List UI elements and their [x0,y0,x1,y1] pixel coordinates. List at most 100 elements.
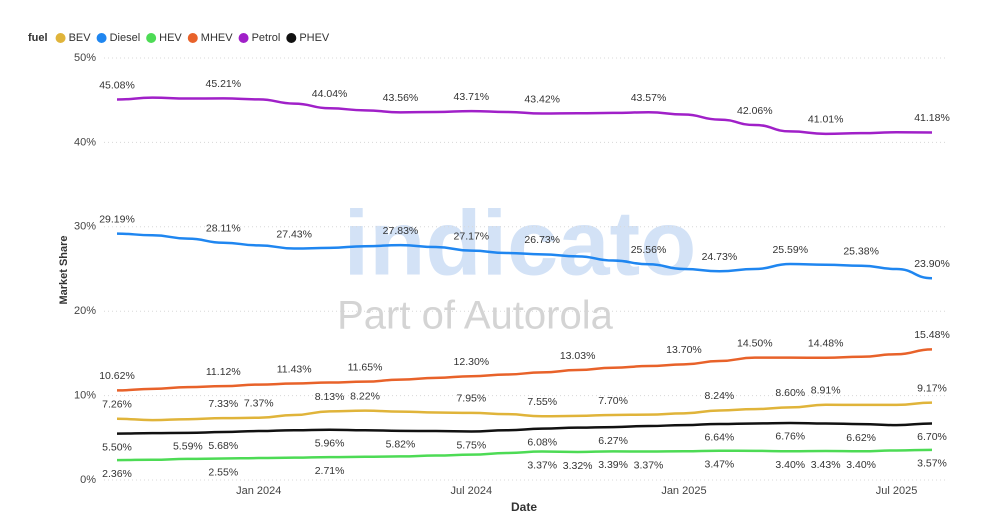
data-label: 3.37% [527,459,557,471]
data-label: 42.06% [737,105,773,117]
data-label: 3.32% [563,460,593,472]
data-label: 27.43% [276,228,312,240]
data-label: 43.57% [631,92,667,104]
data-label: 14.48% [808,338,844,350]
data-label: 25.56% [631,244,667,256]
watermark-logo: indicato [344,192,697,294]
data-label: 6.70% [917,431,947,443]
data-label: 7.95% [456,393,486,405]
x-tick-label: Jan 2025 [661,485,706,497]
y-tick-label: 20% [74,305,96,317]
legend-swatch [146,33,157,43]
data-label: 6.64% [705,432,735,444]
data-label: 3.40% [846,459,876,471]
data-label: 3.37% [634,459,664,471]
legend-label: MHEV [201,32,233,44]
series-line [116,448,933,462]
data-label: 5.96% [315,437,345,449]
series-line [116,421,933,435]
data-label: 5.82% [386,439,416,451]
data-label: 6.76% [775,431,805,443]
data-label: 14.50% [737,337,773,349]
data-label: 7.33% [208,398,238,410]
watermark-subtitle: Part of Autorola [337,294,613,338]
data-label: 11.65% [348,361,383,373]
data-label: 15.48% [914,329,950,341]
data-label: 43.71% [454,91,490,103]
data-label: 8.60% [775,387,805,399]
data-label: 2.55% [208,466,238,478]
data-label: 27.83% [383,225,419,237]
data-label: 3.40% [775,459,805,471]
series-line [116,232,933,280]
y-tick-label: 30% [74,221,96,233]
legend-swatch [286,33,297,43]
data-label: 41.18% [914,112,950,124]
legend-label: Diesel [110,32,141,44]
data-label: 8.22% [350,390,380,402]
data-label: 10.62% [99,370,135,382]
data-label: 25.59% [772,244,808,256]
y-tick-label: 10% [74,390,96,402]
data-label: 43.42% [524,93,560,105]
data-label: 29.19% [99,213,135,225]
data-label: 13.03% [560,350,596,362]
y-axis-label: Market Share [58,235,70,304]
data-label: 28.11% [206,223,241,235]
data-label: 7.55% [527,396,557,408]
data-label: 3.57% [917,458,947,470]
series-line [116,401,933,422]
data-label: 5.75% [456,439,486,451]
data-label: 11.43% [277,363,312,375]
data-label: 12.30% [454,356,490,368]
data-label: 26.73% [524,234,560,246]
data-label: 5.59% [173,441,203,453]
legend-label: Petrol [252,32,281,44]
data-label: 24.73% [702,251,738,263]
x-tick-label: Jul 2025 [876,485,918,497]
data-label: 45.21% [205,78,241,90]
data-label: 23.90% [914,258,950,270]
data-label: 41.01% [808,114,844,126]
y-tick-label: 0% [80,474,96,486]
data-label: 3.47% [705,458,735,470]
data-label: 7.70% [598,395,628,407]
data-label: 6.08% [527,436,557,448]
data-label: 43.56% [383,92,419,104]
legend-label: HEV [159,32,182,44]
data-label: 13.70% [666,344,702,356]
data-label: 11.12% [206,366,241,378]
x-tick-label: Jan 2024 [236,485,281,497]
data-label: 45.08% [99,79,135,91]
data-label: 6.27% [598,435,628,447]
legend-label: PHEV [299,32,330,44]
data-label: 25.38% [843,246,879,258]
x-axis-label: Date [511,500,537,514]
series-line [116,96,933,136]
series-line [116,348,933,392]
legend-label: BEV [69,32,92,44]
x-tick-label: Jul 2024 [451,485,493,497]
y-tick-label: 40% [74,136,96,148]
data-label: 3.39% [598,459,628,471]
y-tick-label: 50% [74,52,96,64]
data-label: 6.62% [846,432,876,444]
data-label: 8.24% [705,390,735,402]
legend-swatch [187,33,198,43]
data-label: 5.68% [208,440,238,452]
data-label: 8.13% [315,391,345,403]
legend-title: fuel [28,32,48,44]
data-label: 2.36% [102,468,132,480]
data-label: 8.91% [811,385,841,397]
data-label: 2.71% [315,465,345,477]
data-label: 9.17% [917,382,947,394]
legend-swatch [55,33,66,43]
legend-swatch [96,33,107,43]
data-label: 27.17% [454,230,490,242]
data-label: 7.37% [244,398,274,410]
data-label: 44.04% [312,88,348,100]
legend-swatch [238,33,249,43]
data-label: 5.50% [102,441,132,453]
data-label: 3.43% [811,459,841,471]
